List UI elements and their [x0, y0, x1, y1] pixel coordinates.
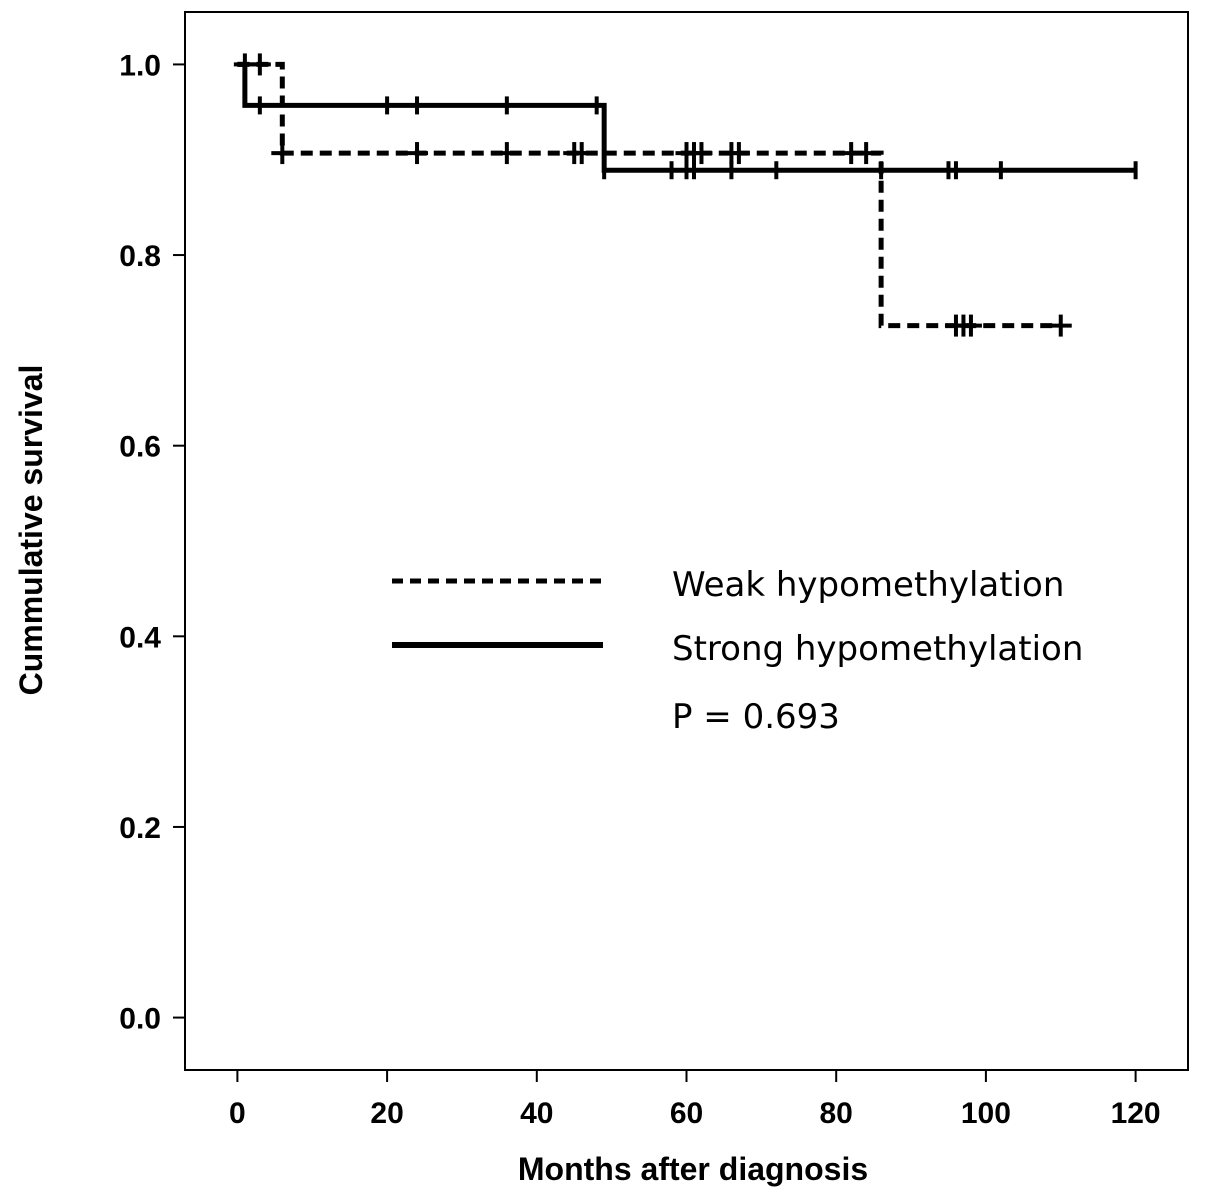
y-axis-title: Cummulative survival — [13, 365, 49, 696]
x-tick-label: 0 — [229, 1097, 246, 1130]
legend: Weak hypomethylation Strong hypomethylat… — [392, 565, 1083, 737]
survival-curves — [237, 61, 1136, 329]
x-tick-label: 40 — [520, 1097, 553, 1130]
x-tick-label: 120 — [1111, 1097, 1161, 1130]
p-value-annotation: P = 0.693 — [672, 697, 840, 737]
y-tick-label: 0.4 — [119, 621, 161, 654]
y-tick-label: 0.6 — [119, 431, 161, 464]
x-axis-title: Months after diagnosis — [518, 1151, 868, 1187]
series-line-weak — [237, 61, 1061, 329]
censor-marks — [233, 53, 1138, 337]
y-tick-label: 0.0 — [119, 1003, 161, 1036]
y-tick-label: 1.0 — [119, 49, 161, 82]
y-tick-label: 0.8 — [119, 240, 161, 273]
x-tick-label: 100 — [961, 1097, 1011, 1130]
x-axis-ticks: 0 20 40 60 80 100 120 — [229, 1070, 1161, 1130]
x-tick-label: 80 — [820, 1097, 853, 1130]
legend-weak-label: Weak hypomethylation — [672, 565, 1064, 605]
y-tick-label: 0.2 — [119, 812, 161, 845]
x-tick-label: 20 — [370, 1097, 403, 1130]
y-axis-ticks: 0.0 0.2 0.4 0.6 0.8 1.0 — [119, 49, 185, 1036]
x-tick-label: 60 — [670, 1097, 703, 1130]
legend-strong-label: Strong hypomethylation — [672, 629, 1083, 669]
